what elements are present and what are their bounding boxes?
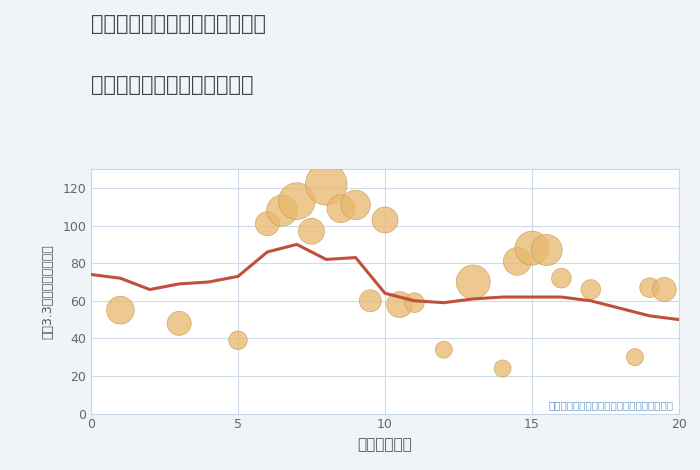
Point: [335, 205, 346, 212]
Point: [512, 258, 523, 265]
Point: [174, 320, 185, 327]
Point: [585, 286, 596, 293]
Text: 愛知県稲沢市祖父江町甲新田の: 愛知県稲沢市祖父江町甲新田の: [91, 14, 266, 34]
Point: [409, 299, 420, 306]
Point: [526, 244, 538, 252]
Text: 円の大きさは、取引のあった物件面積を示す: 円の大きさは、取引のあった物件面積を示す: [548, 400, 673, 410]
Text: 駅距離別中古マンション価格: 駅距離別中古マンション価格: [91, 75, 253, 95]
Point: [350, 201, 361, 209]
Point: [629, 353, 641, 361]
Y-axis label: 坪（3.3㎡）単価（万円）: 坪（3.3㎡）単価（万円）: [41, 244, 54, 339]
Point: [379, 216, 391, 224]
Point: [365, 297, 376, 305]
Point: [497, 365, 508, 372]
Point: [291, 197, 302, 205]
Point: [556, 274, 567, 282]
Point: [644, 284, 655, 291]
Point: [115, 306, 126, 314]
X-axis label: 駅距離（分）: 駅距離（分）: [358, 437, 412, 452]
Point: [321, 180, 332, 188]
Point: [232, 337, 244, 344]
Point: [541, 246, 552, 254]
Point: [262, 220, 273, 227]
Point: [659, 286, 670, 293]
Point: [438, 346, 449, 353]
Point: [394, 301, 405, 308]
Point: [306, 227, 317, 235]
Point: [468, 278, 479, 286]
Point: [276, 207, 288, 214]
